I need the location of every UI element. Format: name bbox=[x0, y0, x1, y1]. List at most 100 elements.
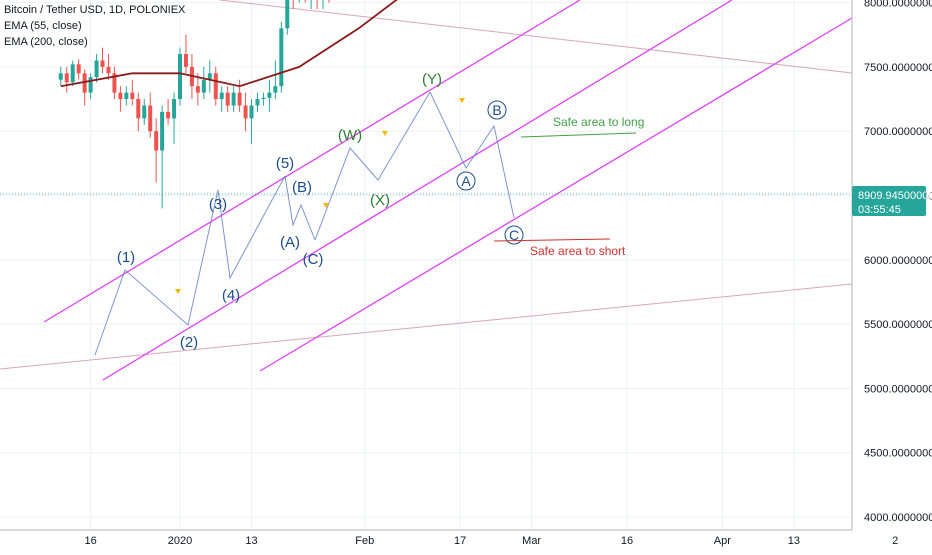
candle-body bbox=[285, 0, 290, 29]
candle-body bbox=[160, 111, 165, 151]
time-tick-label: 2 bbox=[892, 535, 898, 547]
short-zone-line[interactable] bbox=[493, 238, 611, 242]
time-axis[interactable]: 16 2020 13 Feb 17 Mar 16 Apr 13 2 bbox=[0, 529, 932, 550]
candle[interactable] bbox=[88, 73, 93, 100]
candle[interactable] bbox=[172, 92, 177, 145]
wave-label-5: (5) bbox=[276, 155, 294, 172]
candle[interactable] bbox=[309, 0, 313, 10]
candle[interactable] bbox=[76, 59, 81, 80]
candle[interactable] bbox=[154, 118, 159, 183]
candle-body bbox=[148, 105, 153, 132]
ema200-legend[interactable]: EMA (200, close) bbox=[4, 36, 88, 48]
candle-body bbox=[178, 54, 182, 100]
candle-body bbox=[219, 92, 224, 100]
candle[interactable] bbox=[64, 66, 69, 93]
candle[interactable] bbox=[160, 105, 165, 209]
candle-body bbox=[82, 73, 87, 93]
candle-body bbox=[166, 111, 171, 119]
candle[interactable] bbox=[142, 99, 147, 125]
wave-path-impulse bbox=[94, 175, 286, 356]
channel-lower-line[interactable] bbox=[259, 17, 853, 372]
circled-wave-labels: A B C bbox=[456, 100, 524, 245]
candle[interactable] bbox=[285, 0, 290, 35]
channel-upper-line[interactable] bbox=[43, 0, 581, 323]
wave-label-x: (X) bbox=[370, 192, 390, 209]
candle-body bbox=[255, 99, 260, 106]
price-tick-label: 6000.00000000 bbox=[864, 255, 932, 267]
candle[interactable] bbox=[82, 69, 87, 106]
candle[interactable] bbox=[237, 79, 242, 112]
candle-body bbox=[112, 73, 117, 93]
candle-body bbox=[64, 73, 69, 83]
last-price-tag: 8909.94500000 03:55:45 bbox=[852, 186, 932, 216]
candle[interactable] bbox=[70, 60, 75, 87]
candle[interactable] bbox=[195, 73, 200, 106]
price-axis[interactable]: 11500.0000000011000.0000000010500.000000… bbox=[851, 0, 932, 530]
candle[interactable] bbox=[261, 92, 266, 106]
candle[interactable] bbox=[243, 92, 248, 132]
signal-markers bbox=[175, 98, 465, 294]
candle[interactable] bbox=[231, 86, 236, 112]
price-tick-label: 5500.00000000 bbox=[864, 319, 932, 331]
circle-c-outline bbox=[504, 225, 524, 245]
wave-label-w: (W) bbox=[338, 127, 362, 144]
candle[interactable] bbox=[112, 66, 117, 100]
candle[interactable] bbox=[148, 92, 153, 138]
candle[interactable] bbox=[315, 0, 319, 10]
candle[interactable] bbox=[178, 47, 182, 106]
candle-body bbox=[76, 64, 81, 74]
long-zone-line[interactable] bbox=[520, 132, 637, 138]
circle-label-a: A bbox=[461, 173, 471, 189]
candle[interactable] bbox=[183, 34, 188, 74]
candle[interactable] bbox=[124, 86, 129, 106]
price-tick-label: 7000.00000000 bbox=[864, 126, 932, 138]
time-tick-label: 16 bbox=[84, 535, 96, 547]
candle[interactable] bbox=[273, 60, 278, 100]
candle-body bbox=[231, 92, 236, 106]
candle[interactable] bbox=[118, 86, 123, 112]
candle[interactable] bbox=[213, 66, 218, 106]
candle[interactable] bbox=[225, 86, 230, 112]
candle-body bbox=[70, 64, 75, 83]
ema55-path[interactable] bbox=[60, 0, 627, 88]
candle[interactable] bbox=[279, 21, 284, 93]
candle[interactable] bbox=[130, 79, 135, 106]
candle-body bbox=[207, 73, 212, 80]
candle[interactable] bbox=[201, 66, 206, 100]
candle-body bbox=[154, 131, 159, 151]
candle-body bbox=[279, 28, 284, 87]
candle[interactable] bbox=[219, 86, 224, 112]
time-tick-label: 13 bbox=[245, 535, 257, 547]
candle[interactable] bbox=[166, 99, 171, 125]
candle[interactable] bbox=[249, 99, 254, 145]
time-tick-label: Apr bbox=[714, 535, 731, 547]
last-price-tag-background bbox=[852, 186, 926, 216]
candle-body bbox=[106, 66, 111, 74]
candle[interactable] bbox=[267, 79, 272, 112]
candle[interactable] bbox=[321, 0, 325, 10]
wave-path-abc bbox=[284, 175, 316, 241]
candle[interactable] bbox=[136, 92, 141, 132]
ema55-legend[interactable]: EMA (55, close) bbox=[4, 20, 82, 32]
candle-body bbox=[249, 105, 254, 119]
candle[interactable] bbox=[207, 60, 212, 93]
symbol-title[interactable]: Bitcoin / Tether USD, 1D, POLONIEX bbox=[4, 4, 186, 16]
channel-middle-line[interactable] bbox=[102, 0, 733, 381]
candle[interactable] bbox=[94, 54, 99, 83]
candle[interactable] bbox=[255, 92, 260, 112]
candle[interactable] bbox=[100, 47, 105, 74]
wave-path-correction bbox=[429, 91, 515, 219]
wave-label-y: (Y) bbox=[422, 71, 442, 88]
candle[interactable] bbox=[58, 66, 63, 87]
bar-countdown: 03:55:45 bbox=[858, 204, 901, 216]
resistance-trendline bbox=[219, 0, 853, 74]
candle[interactable] bbox=[291, 0, 295, 10]
candle-body bbox=[94, 60, 99, 78]
candle-body bbox=[243, 105, 248, 119]
candle[interactable] bbox=[106, 54, 111, 80]
circle-a-outline bbox=[456, 171, 476, 191]
candle-body bbox=[136, 99, 141, 119]
